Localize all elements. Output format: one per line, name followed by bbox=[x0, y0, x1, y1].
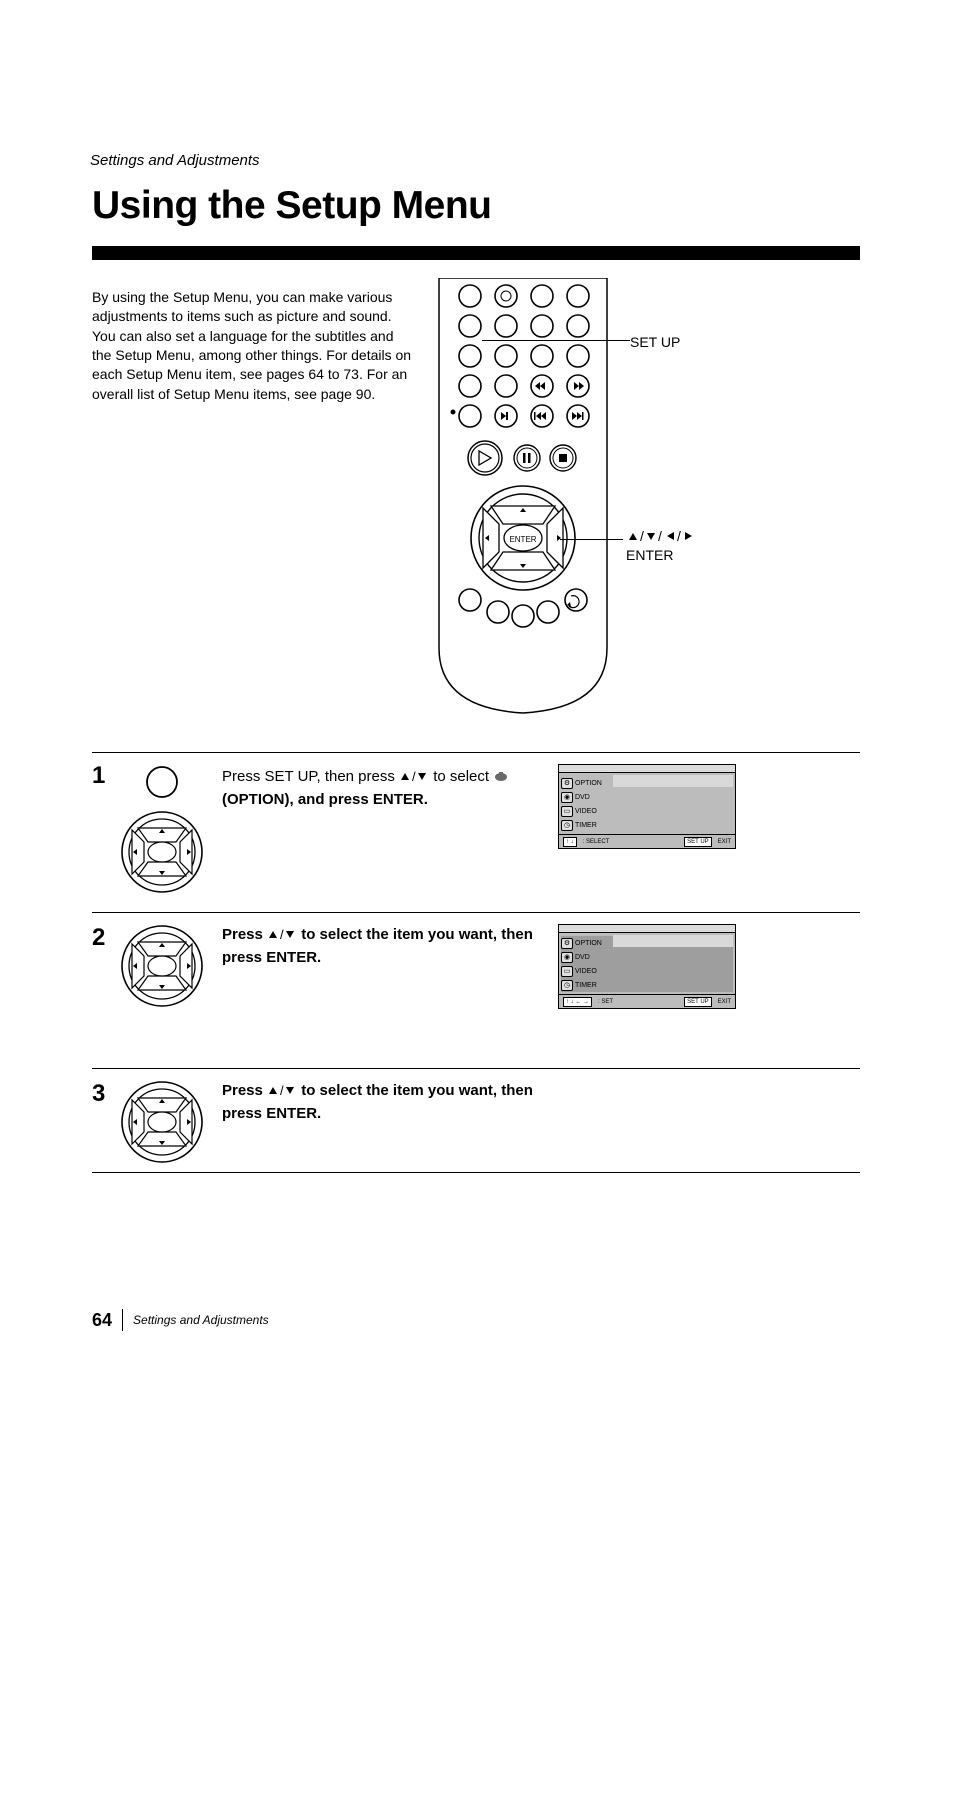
svg-text:/: / bbox=[658, 528, 664, 544]
updown-icon: / bbox=[267, 1082, 297, 1103]
svg-text:/: / bbox=[677, 528, 683, 544]
menu-header bbox=[559, 765, 735, 773]
menu-item-label: OPTION bbox=[575, 940, 602, 947]
menu-item-label: OPTION bbox=[575, 780, 602, 787]
step-1-icon bbox=[120, 766, 204, 901]
timer-icon: ◷ bbox=[561, 820, 573, 831]
footer-exit: EXIT bbox=[718, 999, 731, 1005]
step-1-text-1: Press SET UP, then press bbox=[222, 768, 399, 785]
menu-footer: ↑ ↓ ← → : SET SET UP EXIT bbox=[559, 994, 735, 1008]
enter-callout: ENTER bbox=[626, 547, 673, 563]
remote-svg: ENTER bbox=[435, 278, 611, 718]
title-underline bbox=[92, 246, 860, 260]
svg-text:/: / bbox=[412, 769, 416, 783]
step-3-text-1: Press bbox=[222, 1082, 267, 1099]
video-icon: ▭ bbox=[561, 966, 573, 977]
menu-highlight-band bbox=[613, 775, 733, 787]
step-2-number: 2 bbox=[92, 924, 105, 952]
video-icon: ▭ bbox=[561, 806, 573, 817]
footer-select: : SELECT bbox=[583, 839, 610, 845]
step-2-icon bbox=[120, 924, 204, 1013]
step-1-number: 1 bbox=[92, 762, 105, 790]
menu-item-dvd: ◉ DVD bbox=[561, 790, 733, 804]
menu-item-video: ▭ VIDEO bbox=[561, 964, 733, 978]
page-number: 64 bbox=[92, 1310, 112, 1331]
divider bbox=[92, 752, 860, 753]
menu-header bbox=[559, 925, 735, 933]
arrows-glyphs-icon: / / / bbox=[625, 528, 707, 544]
option-gear-icon bbox=[493, 768, 509, 789]
step-1-text-3: (OPTION), and press ENTER. bbox=[222, 791, 428, 808]
menu-item-label: VIDEO bbox=[575, 968, 597, 975]
menu-item-dvd: ◉ DVD bbox=[561, 950, 733, 964]
page-separator bbox=[122, 1309, 123, 1331]
page-footer: 64 Settings and Adjustments bbox=[92, 1309, 269, 1331]
step-1-text-2: to select bbox=[433, 768, 493, 785]
step-3-number: 3 bbox=[92, 1080, 105, 1108]
updown-icon: / bbox=[399, 768, 429, 789]
menu-item-label: DVD bbox=[575, 794, 590, 801]
menu-2: ⚙ OPTION ◉ DVD ▭ VIDEO ◷ TIMER ↑ ↓ ← → :… bbox=[558, 924, 736, 1009]
step-2-text: Press / to select the item you want, the… bbox=[222, 924, 542, 968]
step-1-text: Press SET UP, then press / to select (OP… bbox=[222, 766, 542, 810]
menu-item-video: ▭ VIDEO bbox=[561, 804, 733, 818]
page-footer-text: Settings and Adjustments bbox=[133, 1313, 269, 1327]
arrows-callout: / / / bbox=[625, 528, 745, 548]
footer-setup: SET UP bbox=[684, 997, 712, 1007]
menu-footer: ↑ ↓ : SELECT SET UP EXIT bbox=[559, 834, 735, 848]
setup-callout-line bbox=[482, 340, 630, 341]
divider bbox=[92, 912, 860, 913]
arrows-callout-line bbox=[560, 539, 623, 540]
menu-item-label: VIDEO bbox=[575, 808, 597, 815]
step-3-icon bbox=[120, 1080, 204, 1169]
footer-exit: EXIT bbox=[718, 839, 731, 845]
svg-text:/: / bbox=[280, 1083, 284, 1097]
option-icon: ⚙ bbox=[561, 938, 573, 949]
menu-item-label: TIMER bbox=[575, 822, 597, 829]
timer-icon: ◷ bbox=[561, 980, 573, 991]
remote-illustration: ENTER bbox=[435, 278, 611, 718]
menu-1: ⚙ OPTION ◉ DVD ▭ VIDEO ◷ TIMER ↑ ↓ : SEL… bbox=[558, 764, 736, 849]
footer-setup: SET UP bbox=[684, 837, 712, 847]
footer-updown: ↑ ↓ bbox=[563, 837, 577, 847]
footer-updownlr: ↑ ↓ ← → bbox=[563, 997, 592, 1007]
menu-item-timer: ◷ TIMER bbox=[561, 978, 733, 992]
setup-callout: SET UP bbox=[630, 334, 680, 350]
divider bbox=[92, 1172, 860, 1173]
divider bbox=[92, 1068, 860, 1069]
dvd-icon: ◉ bbox=[561, 952, 573, 963]
menu-item-timer: ◷ TIMER bbox=[561, 818, 733, 832]
section-title: Using the Setup Menu bbox=[92, 184, 492, 228]
svg-text:ENTER: ENTER bbox=[509, 535, 536, 544]
svg-text:/: / bbox=[640, 528, 646, 544]
updown-icon: / bbox=[267, 926, 297, 947]
dvd-icon: ◉ bbox=[561, 792, 573, 803]
menu-item-label: TIMER bbox=[575, 982, 597, 989]
menu-item-label: DVD bbox=[575, 954, 590, 961]
step-2-text-1: Press bbox=[222, 926, 267, 943]
intro-text: By using the Setup Menu, you can make va… bbox=[92, 288, 412, 404]
step-3-text: Press / to select the item you want, the… bbox=[222, 1080, 542, 1124]
svg-text:/: / bbox=[280, 927, 284, 941]
menu-highlight-band bbox=[613, 935, 733, 947]
option-icon: ⚙ bbox=[561, 778, 573, 789]
page-label: Settings and Adjustments bbox=[90, 152, 260, 169]
footer-set: : SET bbox=[598, 999, 613, 1005]
